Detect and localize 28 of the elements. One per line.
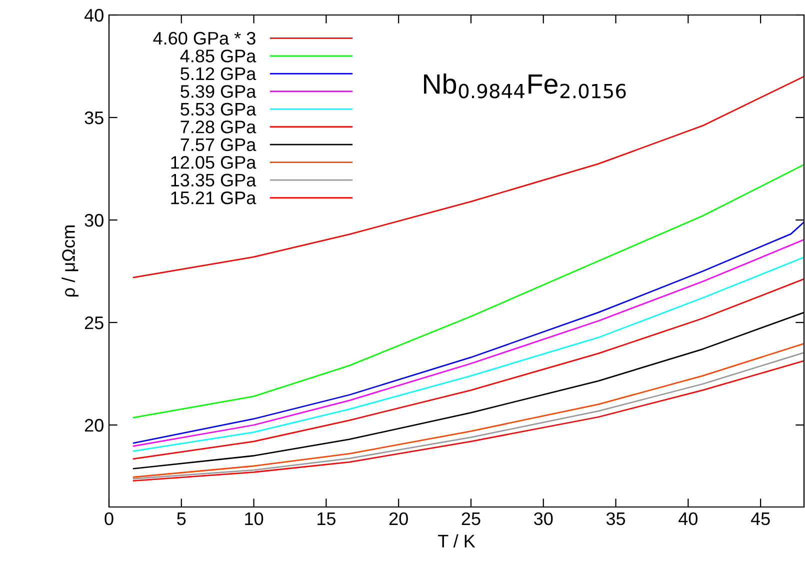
x-tick-label: 0 [104,512,114,526]
x-tick-label: 30 [534,512,553,526]
x-tick-label: 25 [462,512,480,526]
legend-label: 4.60 GPa * 3 [153,32,256,45]
x-tick-label: 5 [177,512,186,526]
legend-label: 12.05 GPa [171,156,256,169]
legend-label: 7.28 GPa [180,120,256,134]
legend-label: 5.12 GPa [180,67,256,80]
annotation: Nb$_{0.9844}$Fe$_{2.0156}$ [424,73,626,98]
legend-label: 7.57 GPa [180,138,256,152]
y-tick-label: 25 [84,316,104,330]
legend-label: 15.21 GPa [171,191,256,204]
x-tick-label: 40 [678,512,698,526]
x-tick-label: 45 [750,512,770,526]
legend-label: 4.85 GPa [180,50,256,62]
y-axis-title: ρ / μΩcm [62,226,78,296]
legend-label: 5.53 GPa [180,102,256,116]
y-tick-label: 35 [84,111,104,124]
x-tick-label: 15 [318,512,336,526]
x-axis-title: T / K [438,534,476,548]
y-tick-label: 40 [84,8,104,22]
y-tick-label: 30 [84,214,104,227]
y-tick-label: 20 [84,418,104,432]
legend-label: 13.35 GPa [171,174,256,187]
x-tick-label: 20 [389,512,408,526]
legend-label: 5.39 GPa [180,85,256,98]
x-tick-label: 35 [606,512,626,526]
x-tick-label: 10 [245,512,264,526]
